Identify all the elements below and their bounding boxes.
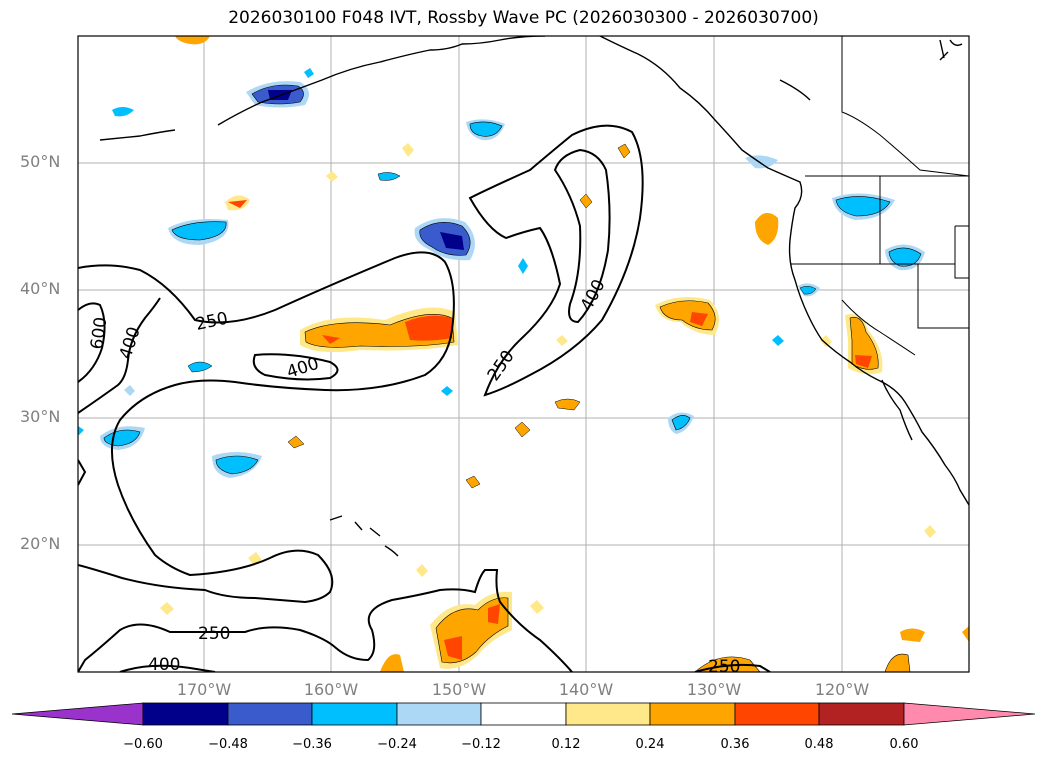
lon-tick-label: 140°W xyxy=(558,680,614,699)
colorbar-tick-label: −0.24 xyxy=(377,737,417,752)
contour-label: 250 xyxy=(194,309,230,335)
colorbar-tick-label: 0.48 xyxy=(804,737,834,752)
colorbar-tick-label: −0.36 xyxy=(292,737,332,752)
colorbar-extend-low xyxy=(11,702,144,726)
lat-tick-label: 30°N xyxy=(20,407,61,426)
map-frame xyxy=(77,35,970,673)
lon-tick-label: 170°W xyxy=(176,680,232,699)
colorbar-segment xyxy=(227,702,313,726)
contour-label: 600 xyxy=(87,316,111,351)
contour-label: 250 xyxy=(484,347,519,385)
colorbar xyxy=(11,702,1036,726)
map-title: 2026030100 F048 IVT, Rossby Wave PC (202… xyxy=(228,8,819,28)
colorbar-segment xyxy=(142,702,229,726)
colorbar-tick-label: 0.60 xyxy=(889,737,919,752)
colorbar-segment xyxy=(565,702,651,726)
colorbar-tick-label: 0.36 xyxy=(720,737,750,752)
colorbar-segment xyxy=(649,702,736,726)
ivt-contours xyxy=(78,124,771,672)
lat-tick-label: 40°N xyxy=(20,279,61,298)
lon-tick-label: 160°W xyxy=(303,680,359,699)
contour-label: 400 xyxy=(148,655,180,675)
colorbar-tick-label: 0.12 xyxy=(551,737,581,752)
colorbar-extend-high xyxy=(903,702,1036,726)
lon-tick-label: 130°W xyxy=(686,680,742,699)
colorbar-segment xyxy=(396,702,482,726)
lat-tick-label: 20°N xyxy=(20,534,61,553)
positive-anomaly-shading xyxy=(160,36,969,672)
negative-anomaly-shading xyxy=(78,68,925,478)
lat-tick-label: 50°N xyxy=(20,152,61,171)
graticule xyxy=(78,36,969,672)
colorbar-tick-label: −0.48 xyxy=(208,737,248,752)
colorbar-segment xyxy=(311,702,398,726)
contour-label: 250 xyxy=(708,657,740,677)
contour-label: 400 xyxy=(116,325,145,362)
borders xyxy=(790,36,969,356)
contour-label: 400 xyxy=(577,276,610,314)
colorbar-tick-label: 0.24 xyxy=(635,737,665,752)
lon-tick-label: 150°W xyxy=(431,680,487,699)
coastlines xyxy=(99,36,969,557)
colorbar-segment xyxy=(734,702,820,726)
colorbar-tick-label: −0.12 xyxy=(461,737,501,752)
colorbar-segment xyxy=(480,702,567,726)
colorbar-segment xyxy=(818,702,905,726)
lon-tick-label: 120°W xyxy=(814,680,870,699)
contour-label: 250 xyxy=(198,624,230,644)
colorbar-tick-label: −0.60 xyxy=(123,737,163,752)
